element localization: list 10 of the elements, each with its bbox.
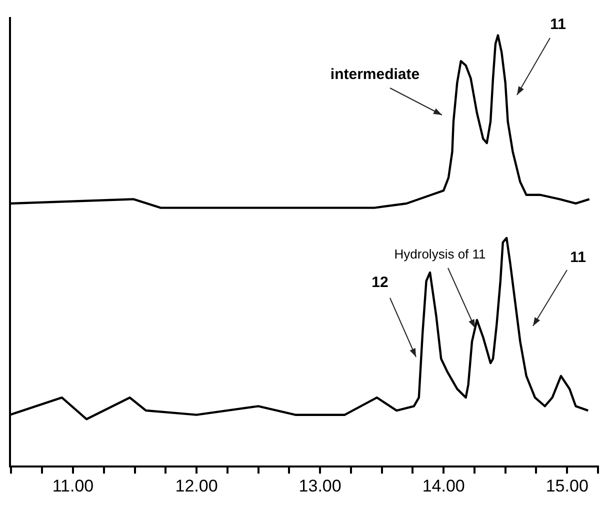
x-tick-label: 14.00 (422, 476, 465, 496)
x-tick-label: 11.00 (52, 476, 94, 496)
x-tick-label: 15.00 (546, 476, 588, 496)
annotation: 11 (570, 249, 586, 266)
annotation: Hydrolysis of 11 (394, 246, 486, 262)
text: 11 (550, 16, 566, 34)
x-tick-label: 12.00 (175, 476, 218, 496)
x-tick-label: 13.00 (298, 476, 342, 496)
annotation: intermediate (330, 66, 420, 84)
annotation: 12 (372, 274, 388, 292)
